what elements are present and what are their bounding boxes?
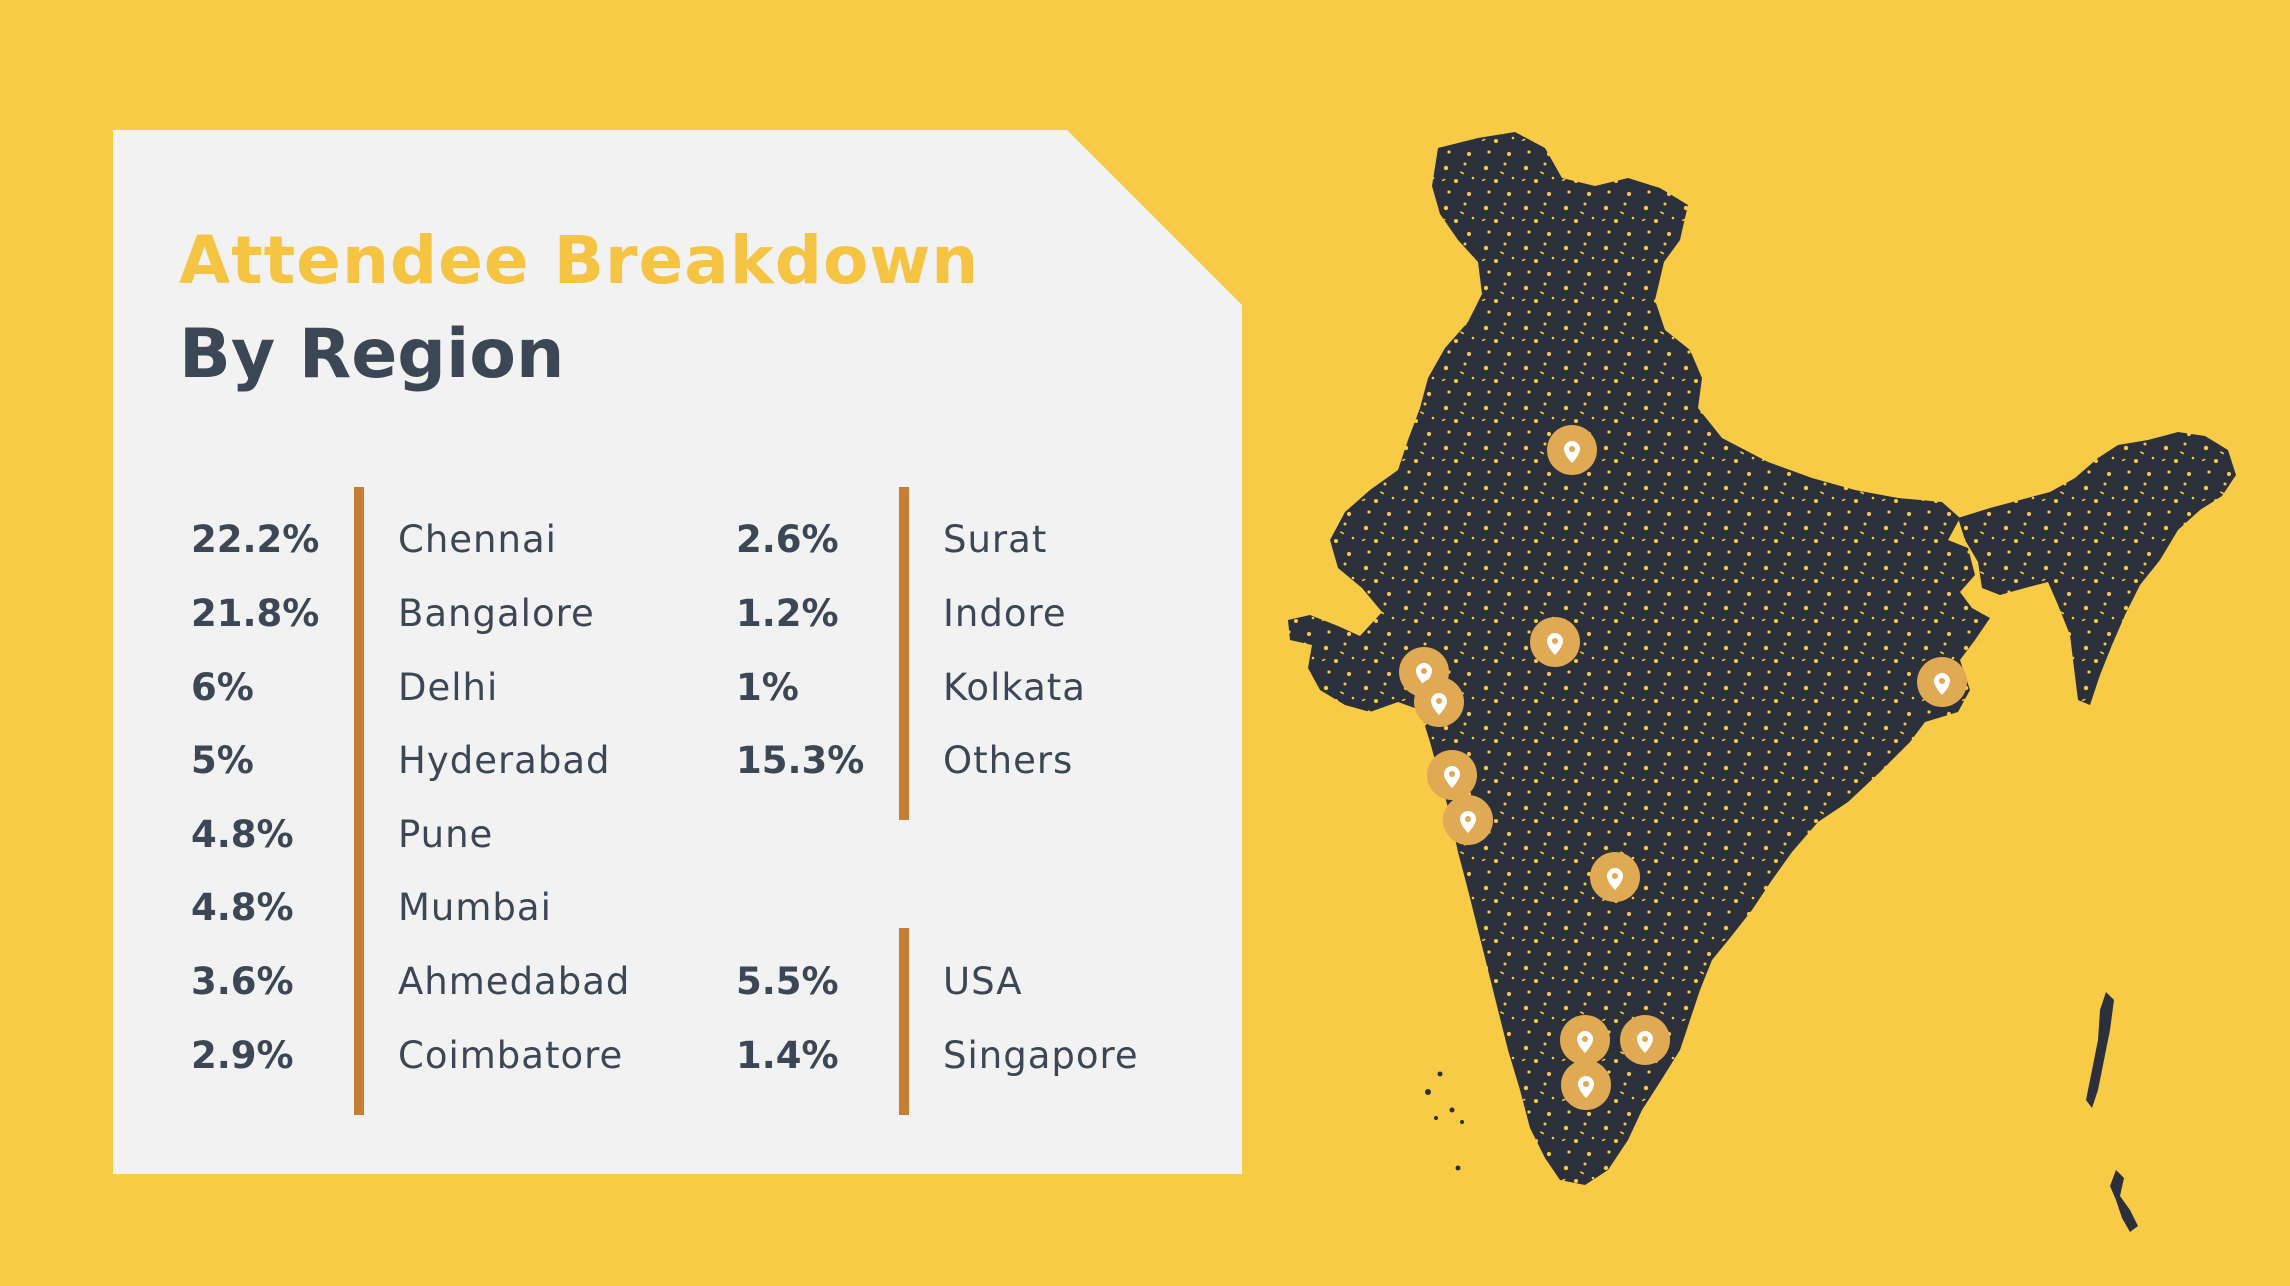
map-marker-pune[interactable] bbox=[1443, 795, 1493, 845]
location-pin-icon bbox=[1564, 441, 1580, 463]
percent-value: 6% bbox=[191, 666, 254, 709]
region-label: Singapore bbox=[943, 1034, 1139, 1077]
location-pin-icon bbox=[1547, 633, 1563, 655]
lakshadweep-island bbox=[1425, 1089, 1431, 1095]
map-marker-mumbai[interactable] bbox=[1427, 750, 1477, 800]
page-subtitle: By Region bbox=[179, 315, 565, 394]
divider-bar bbox=[899, 487, 909, 820]
percent-value: 4.8% bbox=[191, 813, 294, 856]
percent-value: 1.4% bbox=[736, 1034, 839, 1077]
lakshadweep-island bbox=[1460, 1120, 1464, 1124]
percent-value: 1% bbox=[736, 666, 799, 709]
region-label: Delhi bbox=[398, 666, 499, 709]
lakshadweep-island bbox=[1449, 1107, 1455, 1113]
region-label: Coimbatore bbox=[398, 1034, 624, 1077]
location-pin-icon bbox=[1934, 673, 1950, 695]
region-label: Kolkata bbox=[943, 666, 1086, 709]
india-mainland-shape bbox=[1288, 132, 1990, 1185]
region-label: Hyderabad bbox=[398, 739, 611, 782]
map-marker-kolkata[interactable] bbox=[1917, 657, 1967, 707]
percent-value: 1.2% bbox=[736, 592, 839, 635]
percent-value: 4.8% bbox=[191, 886, 294, 929]
region-label: Chennai bbox=[398, 518, 557, 561]
location-pin-icon bbox=[1637, 1031, 1653, 1053]
location-pin-icon bbox=[1578, 1076, 1594, 1098]
map-marker-surat[interactable] bbox=[1414, 677, 1464, 727]
location-pin-icon bbox=[1577, 1031, 1593, 1053]
region-label: Bangalore bbox=[398, 592, 595, 635]
location-pin-icon bbox=[1444, 766, 1460, 788]
percent-value: 2.9% bbox=[191, 1034, 294, 1077]
breakdown-card bbox=[113, 130, 1242, 1174]
percent-value: 2.6% bbox=[736, 518, 839, 561]
percent-value: 21.8% bbox=[191, 592, 320, 635]
percent-value: 22.2% bbox=[191, 518, 320, 561]
region-label: Pune bbox=[398, 813, 494, 856]
region-label: USA bbox=[943, 960, 1023, 1003]
page-title: Attendee Breakdown bbox=[179, 222, 980, 299]
nicobar-islands-shape bbox=[2110, 1170, 2138, 1232]
divider-bar bbox=[354, 487, 364, 1115]
andaman-islands-shape bbox=[2086, 992, 2114, 1108]
region-label: Others bbox=[943, 739, 1074, 782]
lakshadweep-island bbox=[1437, 1071, 1443, 1077]
map-marker-bangalore[interactable] bbox=[1560, 1015, 1610, 1065]
percent-value: 3.6% bbox=[191, 960, 294, 1003]
map-marker-indore[interactable] bbox=[1530, 617, 1580, 667]
divider-bar bbox=[899, 928, 909, 1115]
lakshadweep-island bbox=[1455, 1165, 1461, 1171]
india-northeast-shape bbox=[1958, 432, 2236, 705]
map-marker-chennai[interactable] bbox=[1620, 1015, 1670, 1065]
percent-value: 5.5% bbox=[736, 960, 839, 1003]
location-pin-icon bbox=[1607, 868, 1623, 890]
region-label: Mumbai bbox=[398, 886, 552, 929]
location-pin-icon bbox=[1460, 811, 1476, 833]
percent-value: 5% bbox=[191, 739, 254, 782]
region-label: Surat bbox=[943, 518, 1048, 561]
region-label: Indore bbox=[943, 592, 1067, 635]
lakshadweep-island bbox=[1434, 1116, 1438, 1120]
location-pin-icon bbox=[1431, 693, 1447, 715]
map-marker-delhi[interactable] bbox=[1547, 425, 1597, 475]
map-marker-hyderabad[interactable] bbox=[1590, 852, 1640, 902]
percent-value: 15.3% bbox=[736, 739, 865, 782]
map-marker-coimbatore[interactable] bbox=[1561, 1060, 1611, 1110]
region-label: Ahmedabad bbox=[398, 960, 631, 1003]
india-map bbox=[1288, 132, 2236, 1232]
location-pin-icon bbox=[1416, 663, 1432, 685]
